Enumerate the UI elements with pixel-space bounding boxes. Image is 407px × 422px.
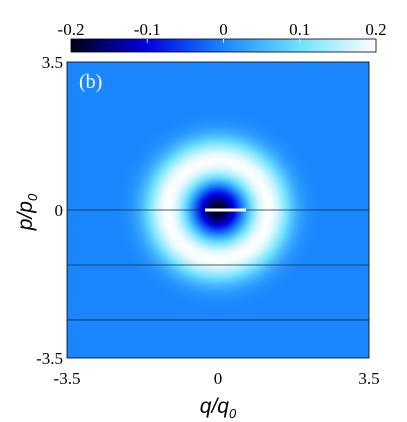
colorbar-tick-label: 0 <box>219 20 228 39</box>
colorbar-tick-label: 0.2 <box>365 20 386 39</box>
x-axis-label-sub: 0 <box>229 406 237 421</box>
colorbar-tick-label: -0.2 <box>58 20 85 39</box>
y-axis-ticks: 3.5 0 -3.5 <box>36 53 63 368</box>
x-axis-ticks: -3.5 0 3.5 <box>54 369 380 388</box>
x-tick-label: 3.5 <box>358 369 379 388</box>
colorbar-ticks: -0.2 -0.1 0 0.1 0.2 <box>58 20 387 43</box>
y-axis-label-slash: / <box>14 211 37 221</box>
panel-label: (b) <box>79 71 102 93</box>
y-tick-label: 0 <box>55 201 64 220</box>
plot-area: (b) <box>66 61 370 359</box>
x-tick-label: -3.5 <box>54 369 81 388</box>
y-axis-label: p/p0 <box>14 193 40 231</box>
y-tick-label: 3.5 <box>42 53 63 72</box>
colorbar-tick-label: -0.1 <box>134 20 161 39</box>
plot-frame <box>66 61 370 359</box>
y-axis-label-denom: p <box>14 201 37 214</box>
y-tick-label: -3.5 <box>36 349 63 368</box>
colorbar: -0.2 -0.1 0 0.1 0.2 <box>58 20 387 53</box>
x-axis-label-main: q <box>200 395 212 418</box>
colorbar-tick-label: 0.1 <box>289 20 310 39</box>
x-axis-label: q/q0 <box>200 395 237 421</box>
x-axis-label-slash: / <box>209 395 219 418</box>
x-axis-label-denom: q <box>217 395 229 418</box>
y-axis-label-main: p <box>14 219 37 232</box>
x-tick-label: 0 <box>214 369 223 388</box>
y-axis-label-sub: 0 <box>25 193 40 201</box>
